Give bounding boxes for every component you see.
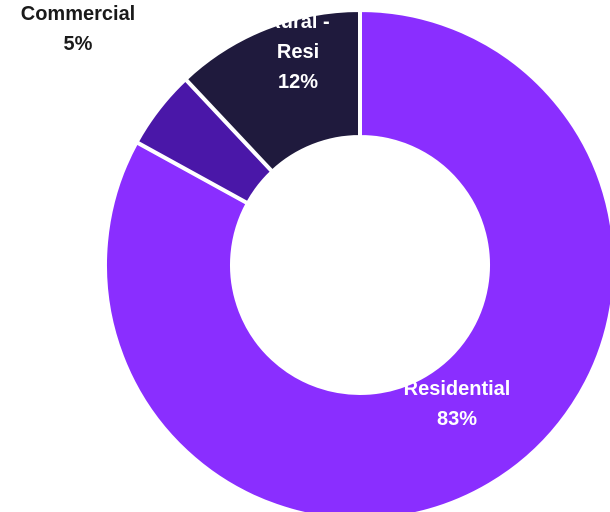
slice-name-label: Rural - [266, 11, 329, 33]
slice-label-residential: Residential 83% [404, 378, 511, 430]
slice-name-label: Commercial [21, 3, 136, 25]
slice-rural [182, 7, 362, 175]
slice-name-label: Resi [277, 41, 319, 63]
donut-slices [103, 7, 610, 512]
slice-value-label: 5% [64, 33, 93, 55]
slice-labels: Residential 83% Commercial 5% Rural - Resi 12% [21, 3, 511, 430]
slice-value-label: 12% [278, 71, 318, 93]
slice-label-commercial: Commercial 5% [21, 3, 136, 55]
slice-label-rural: Rural - Resi 12% [266, 11, 329, 93]
slice-residential [103, 7, 610, 512]
slice-name-label: Residential [404, 378, 511, 400]
slice-value-label: 83% [437, 408, 477, 430]
